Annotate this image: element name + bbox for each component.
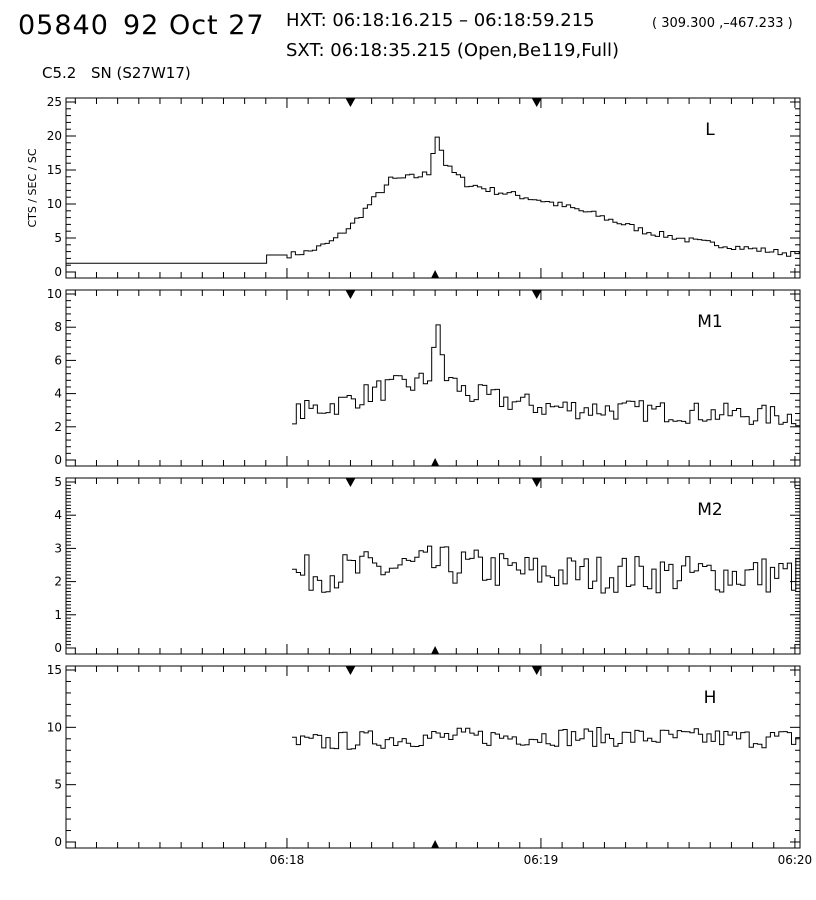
- time-marker-top: [345, 98, 356, 107]
- time-marker-bottom: [431, 646, 440, 654]
- event-number: 05840: [18, 10, 109, 41]
- x-tick-label: 06:18: [270, 853, 305, 867]
- y-axis-label: CTS / SEC / SC: [26, 148, 39, 227]
- y-tick-label: 0: [54, 835, 62, 849]
- y-tick-label: 10: [47, 720, 62, 734]
- time-marker-top: [531, 478, 542, 487]
- panel-frame-H: [65, 665, 801, 849]
- time-marker-top: [531, 98, 542, 107]
- goes-class: C5.2: [42, 64, 77, 82]
- y-tick-label: 2: [54, 420, 62, 434]
- lightcurve-L: [66, 136, 800, 264]
- y-tick-label: 10: [47, 287, 62, 301]
- lightcurve-M1: [292, 324, 801, 427]
- panel-label-M1: M1: [697, 312, 722, 332]
- y-tick-label: 0: [54, 453, 62, 467]
- y-tick-label: 0: [54, 265, 62, 279]
- y-tick-label: 4: [54, 508, 62, 522]
- panel-frame-L: [65, 97, 801, 279]
- x-tick-label: 06:19: [524, 853, 559, 867]
- panel-frame-M1: [65, 289, 801, 467]
- y-tick-label: 5: [54, 231, 62, 245]
- flare-location: SN (S27W17): [91, 64, 191, 82]
- pointing-position: ( 309.300 ,–467.233 ): [652, 16, 793, 31]
- y-tick-label: 2: [54, 575, 62, 589]
- time-marker-top: [531, 666, 542, 675]
- y-tick-label: 25: [47, 95, 62, 109]
- time-marker-top: [345, 478, 356, 487]
- y-tick-label: 5: [54, 475, 62, 489]
- y-tick-label: 15: [47, 663, 62, 677]
- time-marker-bottom: [431, 458, 440, 466]
- y-tick-label: 1: [54, 608, 62, 622]
- x-tick-label: 06:20: [778, 853, 813, 867]
- y-tick-label: 10: [47, 197, 62, 211]
- y-tick-label: 20: [47, 129, 62, 143]
- observation-date: 92 Oct 27: [123, 10, 265, 41]
- time-marker-bottom: [431, 270, 440, 278]
- y-tick-label: 15: [47, 163, 62, 177]
- y-tick-label: 3: [54, 541, 62, 555]
- time-marker-top: [531, 290, 542, 299]
- y-tick-label: 8: [54, 320, 62, 334]
- panel-label-L: L: [705, 120, 715, 140]
- lightcurve-M2: [292, 545, 801, 594]
- sxt-image-info: SXT: 06:18:35.215 (Open,Be119,Full): [286, 40, 620, 61]
- hxt-time-range: HXT: 06:18:16.215 – 06:18:59.215: [286, 10, 595, 31]
- time-marker-top: [345, 666, 356, 675]
- panel-label-H: H: [704, 688, 717, 708]
- y-tick-label: 6: [54, 353, 62, 367]
- y-tick-label: 5: [54, 778, 62, 792]
- lightcurve-H: [292, 727, 801, 750]
- y-tick-label: 0: [54, 641, 62, 655]
- panel-label-M2: M2: [697, 500, 722, 520]
- time-marker-top: [345, 290, 356, 299]
- time-marker-bottom: [431, 840, 440, 848]
- y-tick-label: 4: [54, 387, 62, 401]
